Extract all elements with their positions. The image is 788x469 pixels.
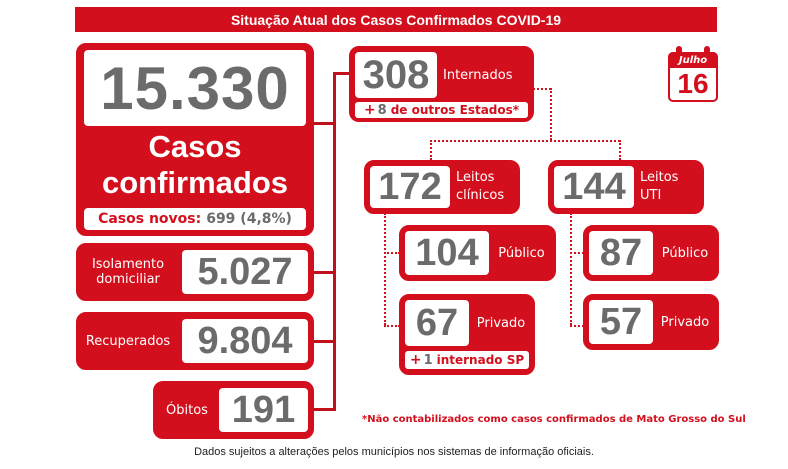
clinical-beds-card: 172 Leitos clínicos [364, 160, 520, 214]
confirmed-cases-card: 15.330 Casos confirmados Casos novos: 69… [76, 43, 314, 236]
clinical-private-value: 67 [415, 301, 459, 344]
icu-value: 144 [562, 165, 626, 208]
icu-private-label: Privado [660, 314, 710, 330]
recovered-value: 9.804 [197, 319, 293, 362]
icu-private-card: 57 Privado [583, 294, 719, 350]
note-text: internado SP [436, 353, 525, 367]
other-states-text: de outros Estados* [390, 103, 520, 117]
calendar-day: 16 [677, 68, 709, 99]
isolation-card: Isolamento domiciliar 5.027 [76, 243, 314, 301]
isolation-value: 5.027 [197, 250, 293, 293]
note-plus: + [409, 352, 422, 368]
clinical-private-label: Privado [476, 315, 526, 331]
clinical-label-line1: Leitos [456, 170, 495, 185]
new-cases-label: Casos novos: [98, 211, 202, 227]
clinical-value: 172 [378, 165, 442, 208]
icu-public-value: 87 [599, 231, 643, 274]
new-cases-value: 699 (4,8%) [206, 211, 292, 227]
hospitalized-card: 308 Internados + 8 de outros Estados* [349, 46, 534, 122]
isolation-label-line2: domiciliar [96, 272, 160, 287]
note-value: 1 [423, 352, 433, 368]
confirmed-total: 15.330 [100, 54, 290, 122]
icu-label-line1: Leitos [640, 170, 679, 185]
confirmed-label-line1: Casos [148, 129, 242, 164]
clinical-public-label: Público [498, 245, 545, 261]
clinical-label-line2: clínicos [456, 188, 505, 203]
hospitalized-value: 308 [362, 52, 430, 97]
header-bar: Situação Atual dos Casos Confirmados COV… [75, 7, 717, 32]
recovered-label: Recuperados [85, 333, 171, 349]
clinical-public-value: 104 [415, 231, 479, 274]
icu-beds-card: 144 Leitos UTI [548, 160, 704, 214]
isolation-label-line1: Isolamento [91, 257, 165, 272]
icu-private-value: 57 [599, 300, 643, 343]
confirmed-label-line2: confirmados [101, 165, 289, 200]
icu-label-line2: UTI [640, 188, 662, 203]
other-states-value: 8 [377, 102, 387, 118]
recovered-card: Recuperados 9.804 [76, 312, 314, 370]
deaths-value: 191 [231, 388, 296, 431]
deaths-card: Óbitos 191 [153, 381, 314, 439]
calendar-icon: Julho 16 [668, 46, 718, 102]
icu-public-card: 87 Público [583, 225, 719, 281]
clinical-private-card: 67 Privado + 1 internado SP [399, 294, 535, 375]
not-counted-footnote: *Não contabilizados como casos confirmad… [362, 414, 746, 425]
footer-note: Dados sujeitos a alterações pelos municí… [194, 446, 594, 458]
header-title: Situação Atual dos Casos Confirmados COV… [230, 11, 562, 28]
other-states-plus: + [363, 102, 376, 118]
icu-public-label: Público [661, 245, 709, 261]
calendar-month: Julho [678, 54, 708, 66]
deaths-label: Óbitos [166, 402, 208, 418]
hospitalized-label: Internados [443, 68, 513, 83]
clinical-public-card: 104 Público [399, 225, 556, 281]
